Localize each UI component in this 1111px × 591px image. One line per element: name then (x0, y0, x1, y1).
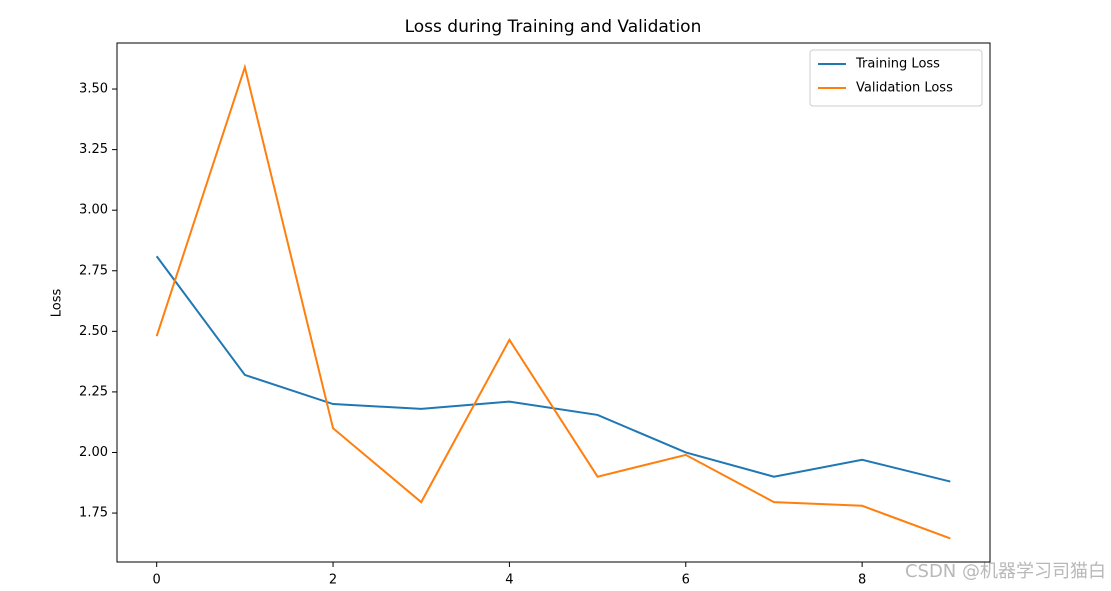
plot-frame (116, 42, 991, 563)
y-axis-label: Loss (50, 289, 65, 318)
y-tick-label: 2.25 (79, 384, 108, 399)
x-tick-label: 2 (329, 573, 337, 588)
y-tick-label: 3.50 (79, 82, 108, 97)
legend-label: Validation Loss (856, 81, 953, 96)
x-tick-label: 6 (682, 573, 690, 588)
x-tick-label: 4 (505, 573, 513, 588)
line-series (155, 63, 951, 540)
line-series (155, 255, 951, 483)
chart-title: Loss during Training and Validation (405, 17, 702, 37)
y-tick-label: 2.50 (79, 324, 108, 339)
y-tick-label: 2.00 (79, 445, 108, 460)
legend-box (809, 49, 983, 107)
x-tick-label: 0 (153, 573, 161, 588)
y-tick-label: 3.25 (79, 142, 108, 157)
y-tick-label: 3.00 (79, 203, 108, 218)
y-tick-label: 2.75 (79, 263, 108, 278)
x-tick-label: 8 (858, 573, 866, 588)
legend-label: Training Loss (855, 57, 940, 72)
y-tick-label: 1.75 (79, 506, 108, 521)
watermark: CSDN @机器学习司猫白 (905, 561, 1106, 582)
